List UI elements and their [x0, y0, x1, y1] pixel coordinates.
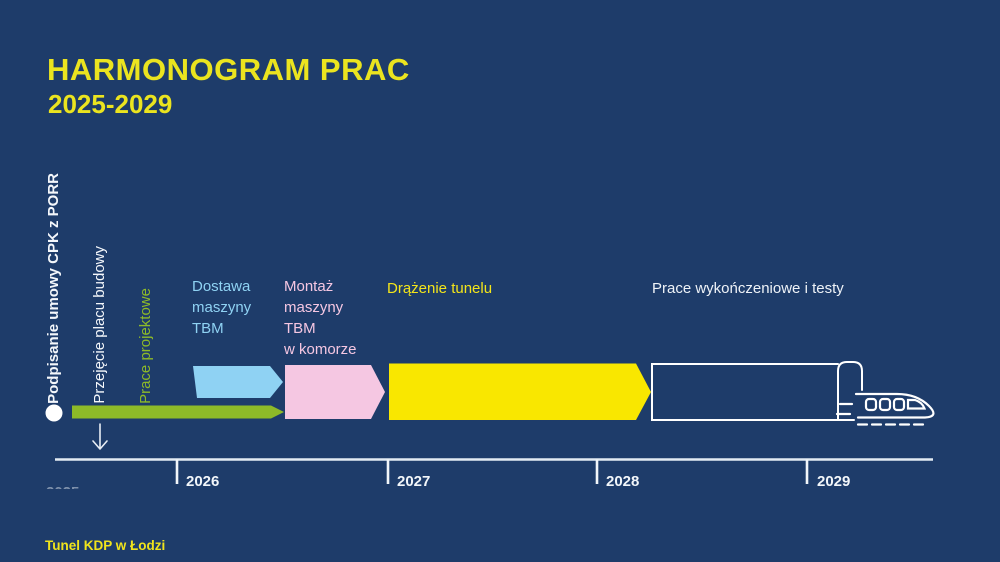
phase-label-tunneling: Drążenie tunelu	[387, 280, 493, 297]
handover-down-arrow-icon	[92, 423, 108, 450]
tbm-delivery-arrow	[193, 366, 283, 398]
footer-caption: Tunel KDP w Łodzi	[45, 538, 166, 553]
phase-label-tbm-assembly: Montaż maszyny TBM w komorze	[284, 278, 357, 358]
tunnel-icon	[651, 361, 863, 421]
axis-year-2028: 2028	[606, 473, 640, 490]
milestone-dot-icon	[45, 404, 63, 422]
axis-ticks	[175, 459, 809, 484]
axis-year-2026: 2026	[186, 473, 220, 490]
tbm-assembly-arrow	[285, 365, 385, 419]
axis-year-2029: 2029	[817, 473, 851, 490]
page-subtitle: 2025-2029	[48, 89, 173, 119]
phase-label-tbm-delivery: Dostawa maszyny TBM	[192, 278, 252, 337]
phase-label-finishing: Prace wykończeniowe i testy	[652, 280, 844, 297]
axis-year-2025-clipped: 2025	[46, 484, 86, 489]
design-works-arrow	[72, 405, 284, 419]
tunneling-arrow	[389, 363, 651, 420]
page-title: HARMONOGRAM PRAC	[47, 52, 410, 87]
train-icon	[835, 392, 935, 426]
axis-year-2027: 2027	[397, 473, 431, 490]
